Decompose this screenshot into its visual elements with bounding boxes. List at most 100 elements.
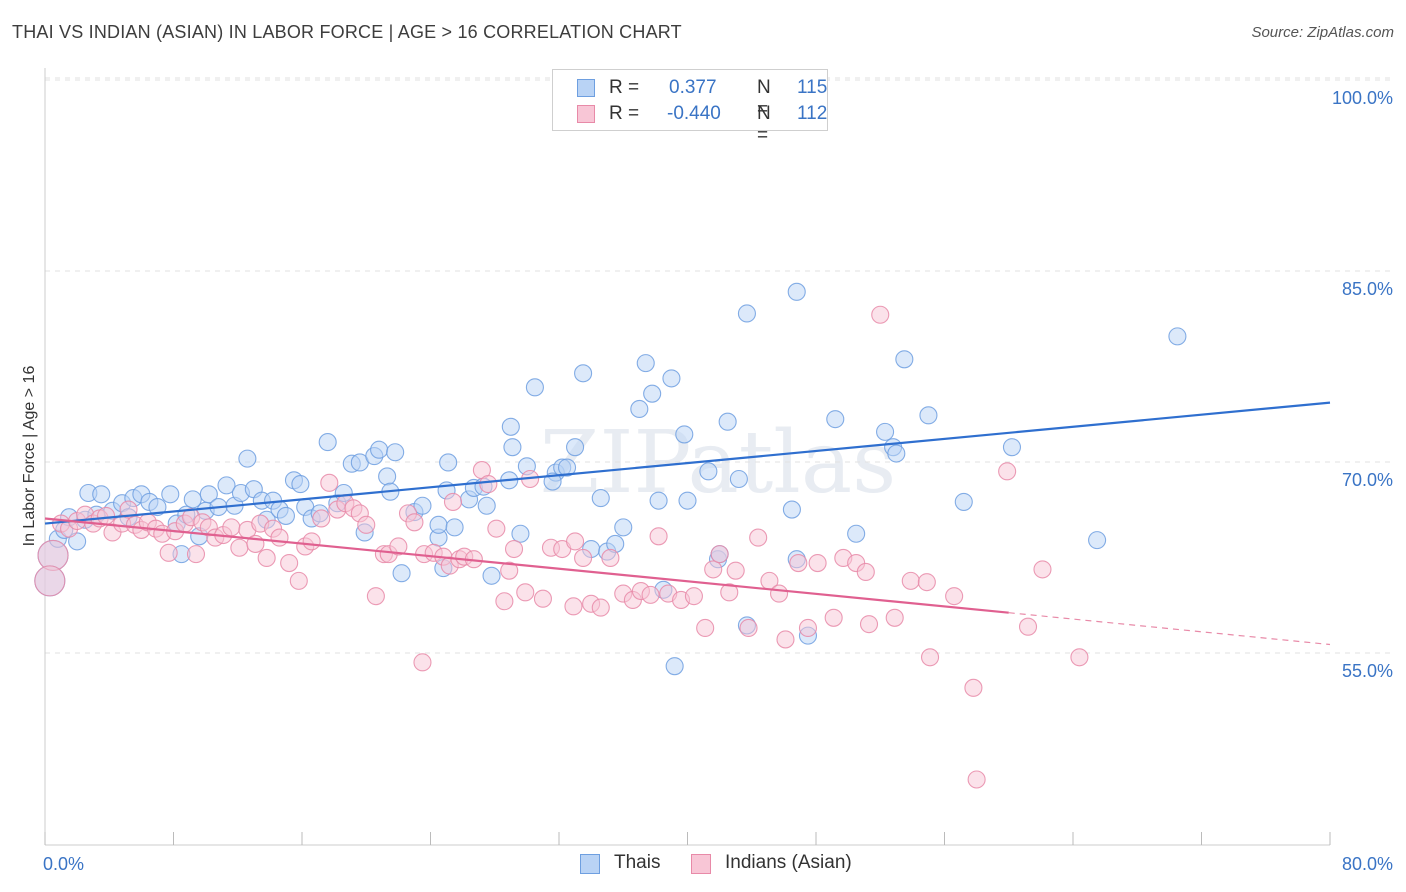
indians-point [998, 462, 1017, 481]
y-axis-label: In Labor Force | Age > 16 [21, 366, 38, 547]
indians-point [776, 630, 795, 649]
indians-point [186, 545, 206, 564]
indians-point [798, 618, 818, 638]
legend-r-label: R = [609, 103, 640, 124]
thais-point [665, 657, 684, 676]
thais-point [276, 506, 295, 525]
indians-point [289, 571, 308, 590]
thais-point [649, 491, 668, 510]
thais-point [392, 564, 411, 583]
legend-r-value-indians: -0.440 [667, 103, 721, 124]
thais-point [445, 518, 464, 537]
indians-point [739, 618, 758, 638]
indians-point [119, 500, 138, 519]
thais-point [826, 410, 845, 429]
indians-point [789, 553, 808, 573]
thais-point [787, 282, 806, 301]
legend-n-label: N = [757, 103, 771, 146]
indians-point [302, 532, 321, 551]
series-label-thais: Thais [614, 852, 661, 873]
thais-point [199, 485, 218, 504]
indians-point [1033, 560, 1052, 579]
thais-point [675, 425, 694, 444]
indians-point [533, 589, 552, 608]
indians-point [641, 585, 660, 604]
legend-n-value-indians: 112 [797, 103, 828, 124]
legend-swatch-indians [577, 105, 595, 123]
thais-point [630, 399, 649, 419]
thais-point [782, 500, 801, 519]
indians-point [312, 509, 331, 528]
indians-point [824, 608, 843, 627]
thais-point [525, 378, 544, 397]
thais-point [482, 566, 501, 585]
thais-point [92, 485, 111, 504]
thais-point [291, 475, 310, 494]
thais-point [1088, 531, 1107, 550]
thais-point [501, 417, 520, 436]
indians-point [270, 528, 289, 547]
indians-point [770, 584, 789, 603]
thais-point [238, 449, 257, 468]
indians-point [885, 608, 904, 627]
thais-point [439, 453, 458, 472]
series-swatch-indians [691, 854, 711, 874]
indians-point [945, 587, 964, 606]
thais-point [662, 369, 681, 388]
indians-point [413, 653, 432, 672]
thais-point [643, 384, 662, 403]
thais-point [847, 524, 866, 543]
indians-point [964, 678, 983, 697]
legend-swatch-thais [577, 79, 595, 97]
indians-point [443, 492, 463, 511]
legend-r-label: R = [609, 77, 640, 98]
y-tick-label: 70.0% [1342, 470, 1393, 490]
thais-trend-line [44, 401, 1331, 525]
indians-point [257, 548, 276, 567]
indians-point [280, 553, 299, 573]
indians-point [1070, 648, 1089, 667]
indians-point [1018, 617, 1038, 636]
indians-point [901, 571, 920, 590]
correlation-legend: R = 0.377 N = 115 R = -0.440 N = 112 [552, 69, 828, 146]
thais-point [148, 497, 167, 517]
chart-title: THAI VS INDIAN (ASIAN) IN LABOR FORCE | … [12, 22, 682, 42]
indians-point [720, 583, 739, 602]
indians-point [516, 583, 535, 602]
thais-point [183, 490, 202, 509]
indians-point [405, 513, 424, 532]
x-tick-label: 0.0% [43, 854, 84, 874]
indians-point [504, 539, 524, 559]
indians-point [389, 537, 408, 556]
thais-point [574, 364, 593, 383]
indians-point [96, 506, 116, 525]
indians-point [230, 538, 249, 557]
thais-point [318, 433, 337, 452]
y-tick-label: 85.0% [1342, 279, 1393, 299]
thais-point [566, 438, 585, 457]
thais-point [378, 467, 397, 486]
y-tick-label: 100.0% [1332, 88, 1393, 108]
indians-point [726, 561, 745, 580]
thais-point [919, 406, 938, 425]
indians-point [684, 587, 703, 606]
thais-point [614, 518, 633, 537]
thais-point [503, 438, 522, 457]
source-label: Source: ZipAtlas.com [1251, 24, 1394, 41]
thais-point [887, 444, 906, 463]
thais-point [954, 492, 973, 511]
indians-point [591, 598, 610, 617]
indians-point [749, 528, 768, 547]
indians-point [710, 545, 729, 564]
x-tick-label: 80.0% [1342, 854, 1393, 874]
thais-point [477, 496, 496, 515]
indians-point [871, 305, 890, 324]
thais-point [217, 476, 236, 495]
indians-point [649, 527, 668, 546]
indians-point [159, 543, 178, 562]
indians-point [500, 561, 519, 580]
indians-trend-extension [1008, 612, 1331, 646]
indians-point [574, 548, 593, 567]
thais-point [876, 422, 895, 441]
